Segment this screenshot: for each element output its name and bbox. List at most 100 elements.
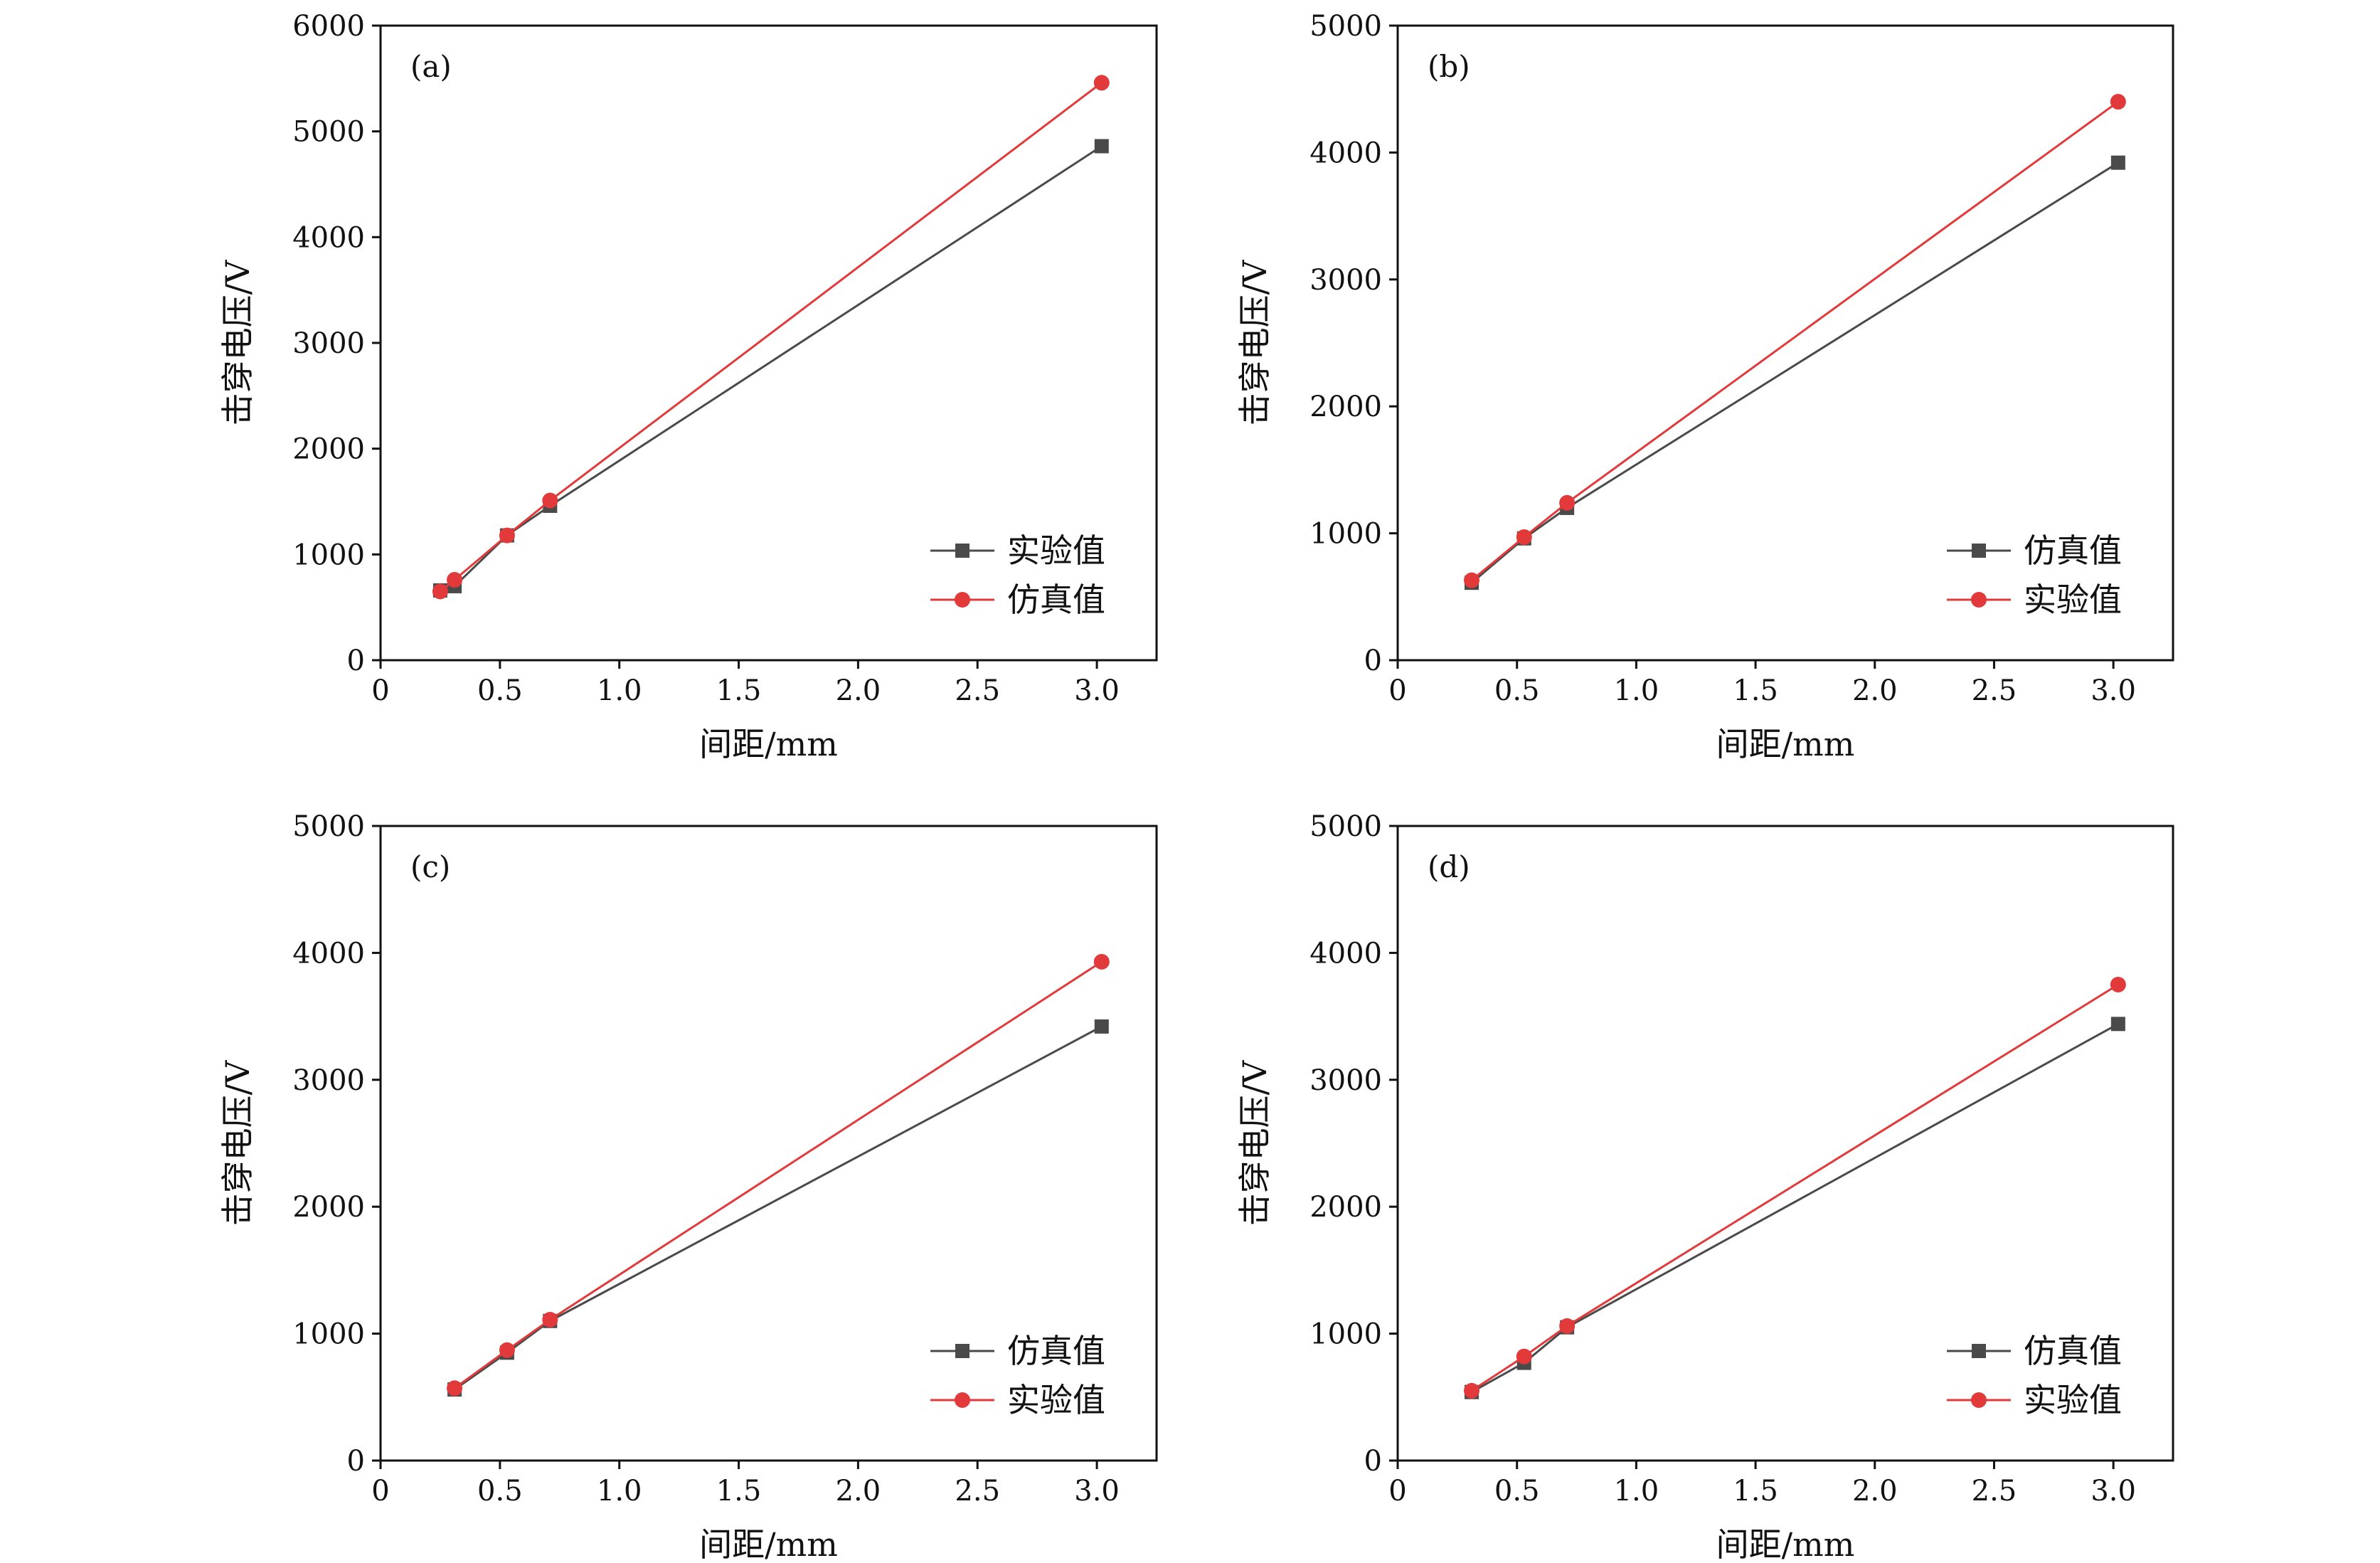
series-line-1 — [1471, 1022, 2119, 1393]
legend-marker — [1972, 1344, 1986, 1358]
data-point — [1093, 75, 1110, 91]
x-tick-label: 0 — [371, 674, 389, 707]
data-point — [1093, 953, 1110, 970]
x-tick-label: 0.5 — [477, 1475, 523, 1508]
series-line-2 — [454, 960, 1103, 1389]
data-point — [1094, 1019, 1109, 1034]
legend-entry-1: 仿真值 — [930, 1332, 1105, 1370]
legend-marker — [1971, 1392, 1987, 1408]
legend-marker — [955, 1392, 970, 1408]
x-tick-label: 1.0 — [1614, 674, 1659, 707]
data-point — [447, 1380, 463, 1397]
panel-label: (c) — [410, 849, 450, 884]
data-point — [2110, 94, 2126, 110]
panel-label: (a) — [410, 49, 452, 84]
x-axis-title: 间距/mm — [699, 725, 838, 763]
y-tick-label: 4000 — [292, 221, 365, 254]
y-tick-label: 1000 — [292, 539, 365, 571]
y-axis-title: 击穿电压/V — [218, 260, 257, 425]
legend-entry-2: 实验值 — [1947, 581, 2122, 619]
panel-b: 0 0.5 1.0 1.5 2.0 2.5 3.0 0 1000 2000 3000 4000 5000… — [1236, 10, 2174, 763]
plot-frame — [1396, 24, 2174, 662]
legend-label: 实验值 — [2024, 1381, 2122, 1419]
data-point — [499, 527, 515, 544]
legend-entry-2: 实验值 — [930, 1381, 1105, 1419]
y-tick-label: 1000 — [1309, 518, 1382, 551]
data-point — [542, 1311, 558, 1328]
data-point — [1463, 1382, 1479, 1399]
x-tick-label: 2.0 — [1852, 1475, 1898, 1508]
x-tick-label: 2.0 — [836, 1475, 881, 1508]
data-point — [1516, 529, 1532, 545]
y-tick-label: 5000 — [1309, 810, 1382, 843]
x-axis-title: 间距/mm — [699, 1525, 838, 1563]
data-point — [447, 572, 463, 588]
panel-label: (b) — [1428, 49, 1470, 84]
y-tick-label: 2000 — [1309, 391, 1382, 423]
y-tick-label: 3000 — [292, 1064, 365, 1097]
y-tick-label: 3000 — [1309, 264, 1382, 297]
series-line-1 — [454, 1025, 1103, 1391]
y-tick-label: 2000 — [1309, 1191, 1382, 1224]
legend-label: 实验值 — [1007, 1381, 1105, 1419]
x-tick-label: 0 — [1388, 1475, 1406, 1508]
y-axis-title: 击穿电压/V — [218, 1060, 257, 1226]
plot-frame — [1396, 825, 2174, 1462]
legend-marker — [1972, 544, 1986, 558]
x-tick-label: 3.0 — [1074, 674, 1120, 707]
legend-marker — [1971, 592, 1987, 608]
x-tick-label: 1.0 — [597, 1475, 642, 1508]
x-tick-label: 1.0 — [1614, 1475, 1659, 1508]
data-point — [2110, 977, 2126, 992]
y-tick-label: 6000 — [292, 10, 365, 43]
y-tick-label: 4000 — [292, 937, 365, 970]
legend-entry-1: 仿真值 — [1947, 1332, 2122, 1370]
x-tick-label: 0 — [371, 1475, 389, 1508]
data-point — [1559, 494, 1576, 511]
x-tick-label: 1.5 — [1733, 1475, 1778, 1508]
x-tick-label: 0.5 — [1494, 1475, 1540, 1508]
x-tick-label: 0.5 — [1494, 674, 1540, 707]
series-line-1 — [1471, 161, 2119, 584]
legend-label: 仿真值 — [1007, 1332, 1105, 1370]
y-tick-label: 3000 — [1309, 1064, 1382, 1097]
data-point — [1094, 139, 1109, 154]
y-tick-label: 1000 — [1309, 1318, 1382, 1351]
x-tick-label: 2.0 — [836, 674, 881, 707]
x-tick-label: 1.5 — [716, 674, 762, 707]
x-axis-title: 间距/mm — [1716, 725, 1855, 763]
y-tick-label: 2000 — [292, 1191, 365, 1224]
data-point — [542, 492, 558, 509]
legend-marker — [955, 592, 970, 608]
y-axis-title: 击穿电压/V — [1236, 1060, 1274, 1226]
data-point — [1516, 1348, 1532, 1365]
data-point — [1559, 1318, 1576, 1334]
y-tick-label: 1000 — [292, 1318, 365, 1351]
series-line-1 — [440, 145, 1103, 592]
legend-label: 仿真值 — [2024, 1332, 2122, 1370]
series-line-2 — [1471, 983, 2119, 1392]
legend-label: 仿真值 — [1007, 581, 1105, 619]
data-point — [432, 583, 448, 600]
y-tick-label: 5000 — [292, 810, 365, 843]
legend-entry-1: 仿真值 — [1947, 531, 2122, 570]
x-tick-label: 2.5 — [1972, 674, 2017, 707]
x-tick-label: 2.5 — [1972, 1475, 2017, 1508]
panel-c: 0 0.5 1.0 1.5 2.0 2.5 3.0 0 1000 2000 3000 4000 5000… — [218, 810, 1158, 1563]
x-tick-label: 3.0 — [2091, 1475, 2136, 1508]
series-line-2 — [439, 82, 1103, 593]
y-tick-label: 3000 — [292, 327, 365, 360]
y-tick-label: 4000 — [1309, 937, 1382, 970]
legend-entry-1: 实验值 — [930, 531, 1105, 570]
legend-marker — [955, 544, 969, 558]
legend-entry-2: 仿真值 — [930, 581, 1105, 619]
series-line-2 — [1471, 100, 2119, 581]
x-tick-label: 0 — [1388, 674, 1406, 707]
y-tick-label: 0 — [347, 645, 365, 677]
y-tick-label: 0 — [347, 1445, 365, 1478]
y-tick-label: 2000 — [292, 433, 365, 466]
x-tick-label: 2.0 — [1852, 674, 1898, 707]
x-tick-label: 3.0 — [2091, 674, 2136, 707]
legend-label: 实验值 — [2024, 581, 2122, 619]
x-tick-label: 1.5 — [716, 1475, 762, 1508]
